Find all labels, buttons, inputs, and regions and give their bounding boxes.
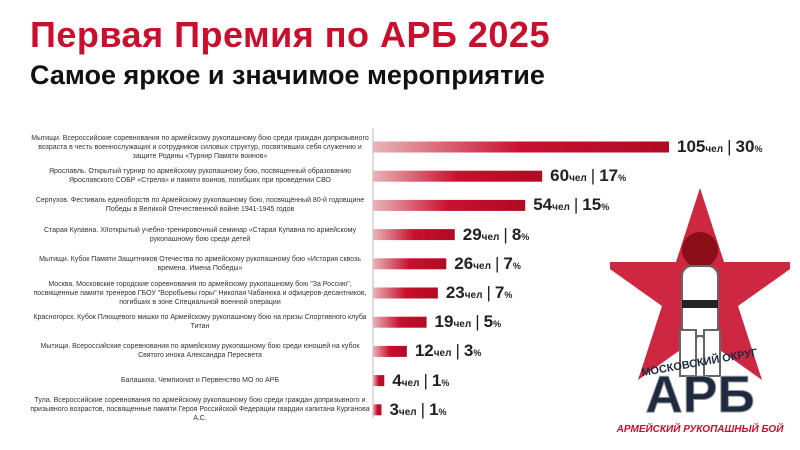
category-label-5: Мытищи. Кубок Памяти Защитников Отечеств… — [39, 255, 361, 272]
logo-line2: АРБ — [645, 366, 755, 424]
value-unit: чел — [398, 406, 417, 418]
value-label-1: 105чел | 30% — [677, 137, 762, 157]
value-percent: 1 — [429, 399, 439, 419]
category-label-2: Ярославль. Открытый турнир по армейскому… — [48, 168, 352, 185]
bar-5 — [373, 258, 447, 270]
value-unit: чел — [401, 377, 420, 389]
value-separator: | — [503, 224, 508, 244]
value-separator: | — [590, 166, 596, 186]
value-unit: чел — [705, 144, 724, 155]
value-unit: чел — [433, 348, 452, 360]
category-label-10: Тула. Всероссийские соревнования по арме… — [30, 397, 370, 423]
value-number: 4 — [392, 370, 402, 390]
value-percent: 3 — [463, 341, 474, 361]
percent-sign: % — [438, 406, 447, 417]
value-number: 12 — [414, 341, 434, 361]
value-label-3: 54чел | 15% — [533, 195, 609, 215]
value-number: 105 — [677, 137, 706, 156]
value-percent: 7 — [503, 253, 513, 273]
value-number: 29 — [462, 224, 482, 244]
value-number: 60 — [550, 166, 570, 186]
logo-line3: АРМЕЙСКИЙ РУКОПАШНЫЙ БОЙ — [616, 422, 785, 435]
value-unit: чел — [473, 260, 491, 272]
percent-sign: % — [521, 231, 530, 242]
arb-logo: МОСКОВСКИЙ ОКРУГ АРБ АРМЕЙСКИЙ РУКОПАШНЫ… — [600, 180, 800, 445]
category-label-7: Красногорск. Кубок Плющевого мишки по Ар… — [33, 314, 367, 331]
value-unit: чел — [569, 173, 587, 185]
bar-10 — [373, 404, 382, 416]
value-label-9: 4чел | 1% — [392, 371, 449, 391]
value-label-8: 12чел | 3% — [415, 341, 482, 361]
value-label-10: 3чел | 1% — [389, 400, 446, 420]
value-number: 3 — [389, 399, 399, 419]
value-label-7: 19чел | 5% — [435, 312, 502, 332]
bar-8 — [373, 345, 407, 357]
bar-6 — [373, 287, 438, 299]
value-percent: 17 — [599, 166, 619, 186]
percent-sign: % — [601, 202, 610, 213]
category-label-1: Мытищи. Всероссийские соревнования по ар… — [31, 134, 369, 160]
percent-sign: % — [754, 144, 763, 154]
value-separator: | — [573, 195, 579, 215]
percent-sign: % — [504, 290, 513, 300]
value-number: 19 — [434, 312, 454, 332]
value-separator: | — [475, 312, 480, 332]
category-label-8: Мытищи. Всероссийские соревнования по ар… — [40, 343, 360, 360]
value-separator: | — [455, 341, 460, 361]
value-separator: | — [727, 137, 732, 156]
value-separator: | — [423, 370, 428, 390]
percent-sign: % — [512, 260, 521, 271]
value-percent: 15 — [582, 195, 602, 215]
bar-1 — [373, 141, 669, 153]
value-unit: чел — [464, 290, 483, 301]
value-number: 26 — [454, 253, 474, 273]
page-subtitle: Самое яркое и значимое мероприятие — [30, 60, 545, 90]
value-percent: 1 — [431, 370, 442, 390]
value-label-4: 29чел | 8% — [463, 225, 530, 245]
value-number: 23 — [445, 283, 465, 302]
bar-4 — [373, 229, 455, 241]
value-percent: 8 — [511, 224, 522, 244]
percent-sign: % — [618, 173, 627, 184]
value-percent: 7 — [494, 283, 505, 302]
category-label-9: Балашиха. Чемпионат и Первенство МО по А… — [121, 377, 279, 385]
value-separator: | — [494, 253, 500, 273]
value-separator: | — [420, 399, 426, 419]
value-unit: чел — [481, 231, 500, 243]
value-label-2: 60чел | 17% — [550, 166, 626, 186]
percent-sign: % — [473, 348, 482, 359]
value-number: 54 — [533, 195, 553, 215]
page-title: Первая Премия по АРБ 2025 — [30, 14, 550, 55]
bar-3 — [373, 199, 526, 211]
value-percent: 30 — [735, 137, 755, 156]
bar-2 — [373, 170, 543, 182]
value-separator: | — [486, 283, 491, 302]
category-label-4: Старая Купавна. XIIоткрытый учебно-трени… — [43, 226, 357, 243]
percent-sign: % — [493, 319, 502, 330]
bar-9 — [373, 375, 385, 387]
percent-sign: % — [441, 377, 450, 388]
value-unit: чел — [552, 202, 570, 214]
bar-7 — [373, 316, 427, 328]
category-label-3: Серпухов. Фестиваль единоборств по Армей… — [35, 197, 365, 214]
category-label-6: Москва. Московские городские соревновани… — [33, 280, 367, 306]
value-unit: чел — [453, 319, 472, 331]
value-percent: 5 — [483, 312, 494, 332]
value-label-5: 26чел | 7% — [454, 254, 521, 274]
value-label-6: 23чел | 7% — [446, 283, 513, 303]
